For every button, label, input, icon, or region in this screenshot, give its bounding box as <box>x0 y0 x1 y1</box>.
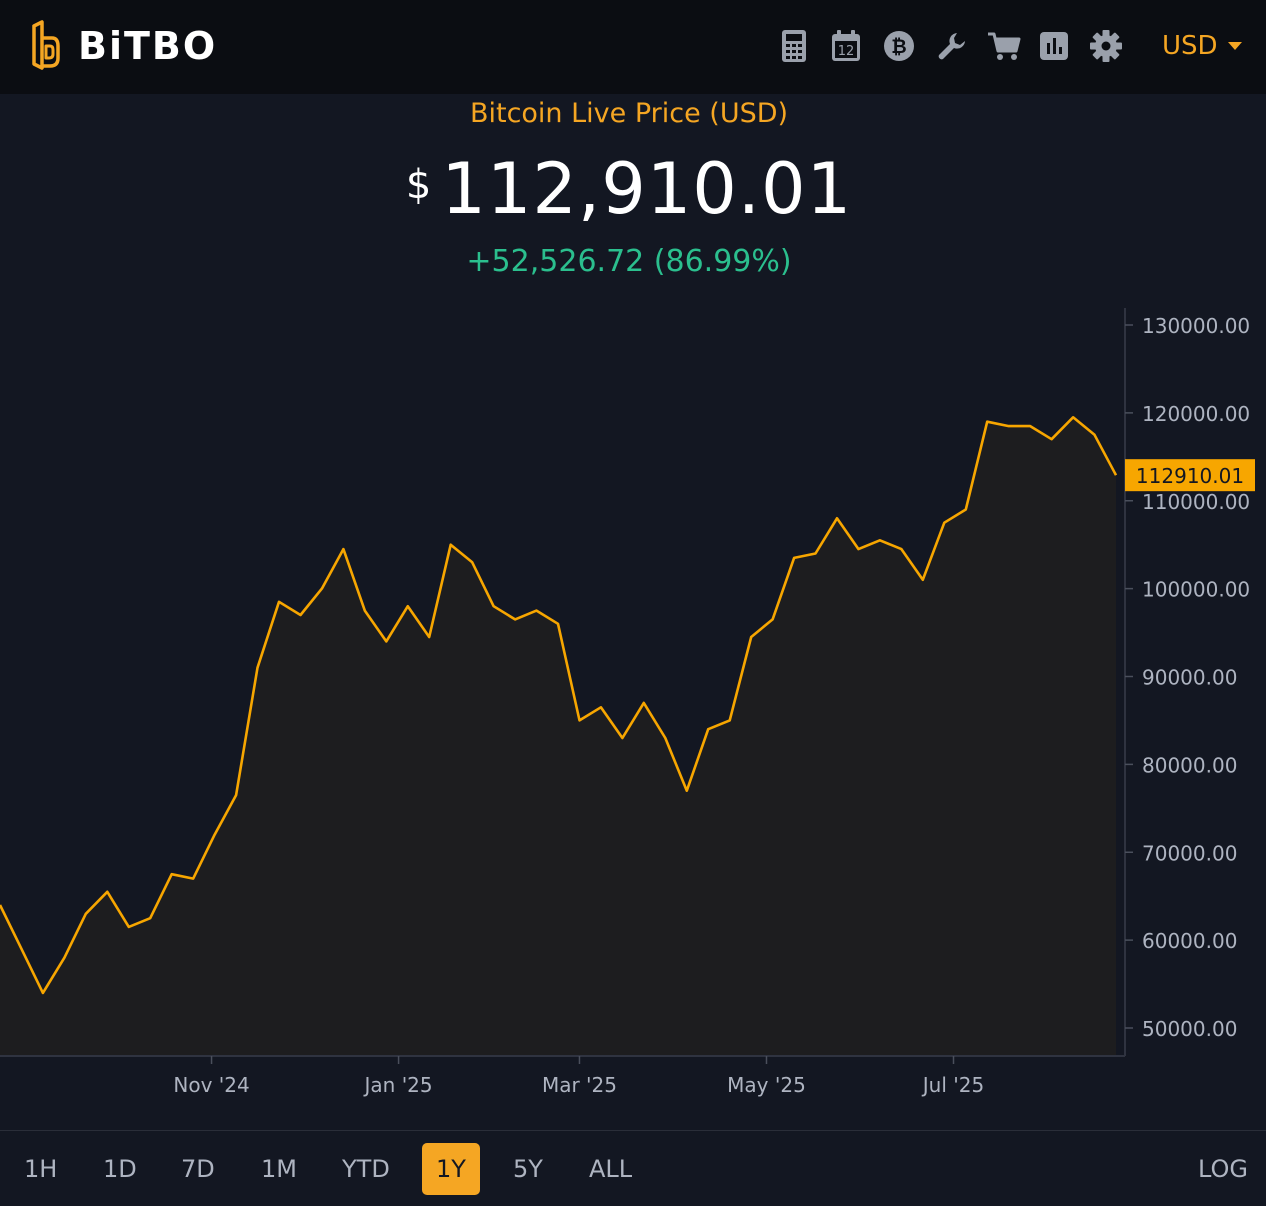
bitcoin-icon[interactable]: ₿ <box>879 26 919 66</box>
range-button-1m[interactable]: 1M <box>261 1155 297 1183</box>
y-tick-label: 80000.00 <box>1142 753 1237 777</box>
y-tick-label: 130000.00 <box>1142 314 1250 338</box>
y-tick-label: 60000.00 <box>1142 929 1237 953</box>
currency-select[interactable]: USD <box>1150 26 1250 66</box>
bitbo-logo-icon <box>32 20 60 70</box>
current-price-label: 112910.01 <box>1136 464 1244 488</box>
price-change: +52,526.72 (86.99%) <box>466 244 792 279</box>
y-tick-label: 70000.00 <box>1142 841 1237 865</box>
current-price-marker: 112910.01 <box>1125 459 1255 492</box>
y-tick-label: 90000.00 <box>1142 666 1237 690</box>
range-button-1h[interactable]: 1H <box>24 1155 58 1183</box>
calendar-day: 12 <box>838 44 855 59</box>
calculator-icon[interactable] <box>774 26 814 66</box>
price-chart[interactable]: 130000.00 120000.00 110000.00 100000.00 9000… <box>0 300 1266 1110</box>
range-button-1y[interactable]: 1Y <box>422 1143 480 1195</box>
range-button-7d[interactable]: 7D <box>181 1155 215 1183</box>
cart-icon[interactable] <box>984 26 1024 66</box>
gear-icon[interactable] <box>1086 26 1126 66</box>
price-display: $ 112,910.01 <box>0 148 1258 230</box>
x-tick-label: Nov '24 <box>173 1073 249 1097</box>
price-line <box>0 416 1118 995</box>
x-tick-label: Jul '25 <box>921 1073 984 1097</box>
calendar-icon[interactable]: 12 <box>826 26 866 66</box>
plot-area <box>0 416 1118 1056</box>
x-tick-label: May '25 <box>727 1073 806 1097</box>
current-price-box <box>1125 459 1255 492</box>
range-selector: LOG 1H 1D 7D 1M YTD 1Y 5Y ALL <box>0 1130 1266 1206</box>
currency-label: USD <box>1162 31 1218 61</box>
y-axis: 130000.00 120000.00 110000.00 100000.00 9000… <box>0 308 1250 1057</box>
current-price: 112,910.01 <box>441 148 853 230</box>
price-area <box>0 417 1116 1056</box>
y-tick-label: 110000.00 <box>1142 490 1250 514</box>
y-tick-label: 50000.00 <box>1142 1017 1237 1041</box>
chevron-down-icon <box>1227 42 1242 50</box>
currency-symbol: $ <box>405 162 432 208</box>
x-tick-label: Jan '25 <box>363 1073 433 1097</box>
x-tick-label: Mar '25 <box>542 1073 617 1097</box>
bar-chart-icon[interactable] <box>1034 26 1074 66</box>
brand-logo[interactable]: BiTBO <box>28 20 217 72</box>
svg-text:₿: ₿ <box>891 36 906 58</box>
range-button-all[interactable]: ALL <box>589 1155 633 1183</box>
brand-name: BiTBO <box>78 24 218 68</box>
range-button-5y[interactable]: 5Y <box>513 1155 543 1183</box>
log-scale-toggle[interactable]: LOG <box>1197 1155 1248 1183</box>
range-button-1d[interactable]: 1D <box>103 1155 137 1183</box>
y-tick-label: 120000.00 <box>1142 402 1250 426</box>
wrench-icon[interactable] <box>932 26 972 66</box>
price-title: Bitcoin Live Price (USD) <box>469 98 789 129</box>
y-tick-label: 100000.00 <box>1142 578 1250 602</box>
top-navbar: BiTBO <box>0 0 1266 94</box>
x-axis: Nov '24 Jan '25 Mar '25 May '25 Jul '25 <box>173 1056 984 1097</box>
toolbar-icons: 12 ₿ <box>774 26 1134 66</box>
range-button-ytd[interactable]: YTD <box>342 1155 390 1183</box>
